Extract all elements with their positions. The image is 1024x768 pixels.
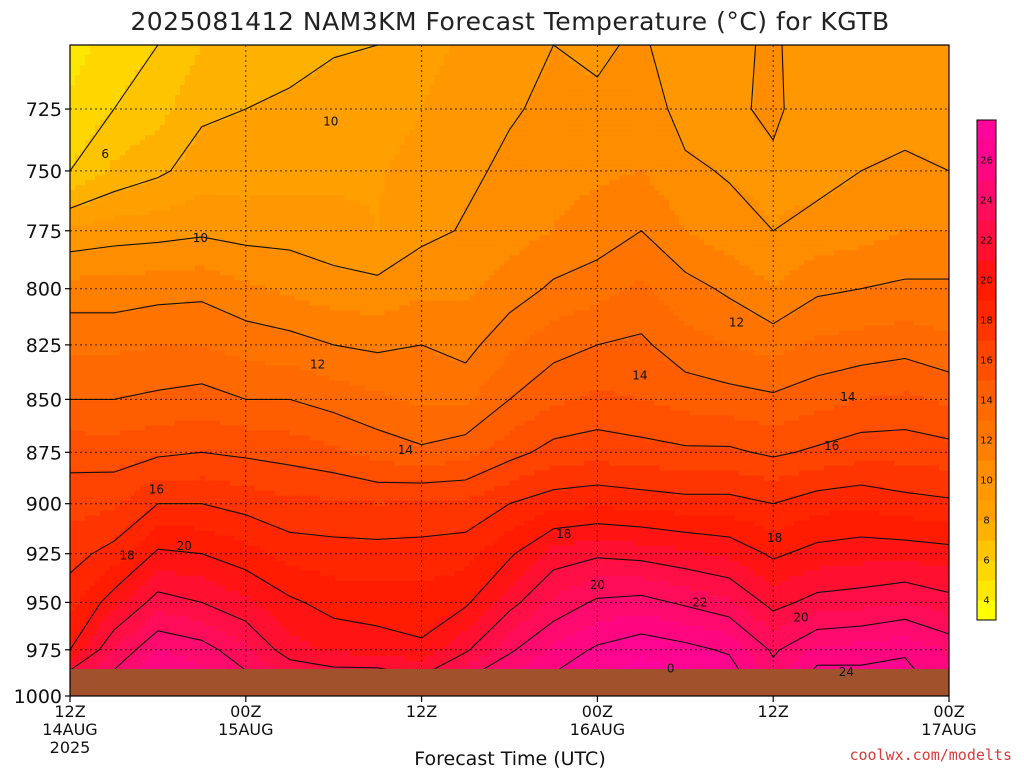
x-tick-label: 12Z — [406, 702, 437, 721]
credit-link[interactable]: coolwx.com/modelts — [849, 746, 1012, 764]
contour-label: 0 — [667, 661, 675, 675]
contour-label: 6 — [101, 147, 109, 161]
contour-label: 20 — [793, 611, 808, 625]
contour-label: 20 — [177, 539, 192, 553]
y-tick-label: 875 — [26, 442, 62, 464]
contour-label: 24 — [839, 665, 854, 679]
x-tick-label: 17AUG — [921, 720, 976, 739]
contour-label: 16 — [149, 482, 164, 496]
contour-label: 14 — [632, 369, 647, 383]
contour-label: 16 — [824, 439, 839, 453]
colorbar-label: 16 — [980, 356, 993, 367]
contour-label: 18 — [119, 549, 134, 563]
contour-label: 18 — [556, 527, 571, 541]
colorbar-swatch — [977, 120, 996, 141]
x-tick-label: 12Z — [758, 702, 789, 721]
contour-label: 10 — [193, 231, 208, 245]
contour-label: 10 — [323, 115, 338, 129]
contour-label: 12 — [310, 358, 325, 372]
x-axis-title: Forecast Time (UTC) — [414, 748, 605, 768]
chart-title: 2025081412 NAM3KM Forecast Temperature (… — [130, 7, 889, 36]
colorbar-label: 18 — [980, 316, 993, 327]
y-tick-label: 725 — [26, 99, 62, 121]
x-tick-label: 12Z — [54, 702, 85, 721]
y-tick-label: 900 — [26, 494, 62, 516]
y-tick-label: 950 — [26, 592, 62, 614]
y-tick-label: 850 — [26, 389, 62, 411]
colorbar-label: 14 — [980, 396, 993, 407]
colorbar-label: 10 — [980, 476, 993, 487]
x-tick-label: 00Z — [230, 702, 261, 721]
x-tick-label: 15AUG — [218, 720, 273, 739]
colorbar-label: 22 — [980, 236, 993, 247]
contour-label: 20 — [590, 578, 605, 592]
x-tick-label: 00Z — [582, 702, 613, 721]
x-tick-label: 2025 — [50, 738, 91, 757]
colorbar-label: 12 — [980, 436, 993, 447]
contour-label: 12 — [729, 316, 744, 330]
contour-label: 18 — [767, 531, 782, 545]
y-tick-label: 975 — [26, 640, 62, 662]
ground-band — [70, 669, 949, 696]
colorbar-label: 6 — [983, 556, 989, 567]
contour-label: 14 — [840, 390, 855, 404]
y-tick-label: 750 — [26, 161, 62, 183]
contour-label: 14 — [398, 443, 413, 457]
x-tick-label: 16AUG — [570, 720, 625, 739]
y-tick-label: 925 — [26, 544, 62, 566]
colorbar-label: 4 — [983, 596, 989, 607]
contour-label: 22 — [692, 595, 707, 609]
y-tick-label: 825 — [26, 335, 62, 357]
colorbar-label: 8 — [983, 516, 989, 527]
colorbar-label: 20 — [980, 276, 993, 287]
x-tick-label: 00Z — [933, 702, 964, 721]
colorbar-label: 26 — [980, 156, 993, 167]
y-tick-label: 800 — [26, 279, 62, 301]
colorbar: 4 6 8 10 12 14 16 18 20 22 24 26 — [977, 120, 996, 621]
colorbar-label: 24 — [980, 196, 993, 207]
x-tick-label: 14AUG — [42, 720, 97, 739]
temperature-field — [70, 45, 950, 697]
y-tick-label: 775 — [26, 221, 62, 243]
